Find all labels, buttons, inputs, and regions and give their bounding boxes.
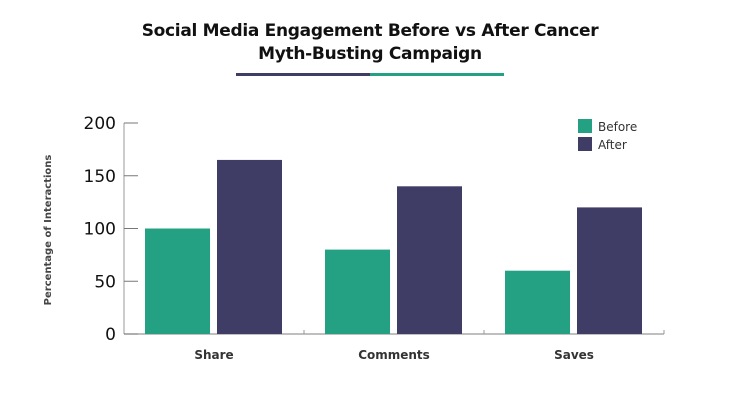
bar-after-comments	[397, 186, 462, 334]
title-underline-left	[236, 73, 370, 76]
y-tick-label: 0	[105, 325, 116, 345]
legend-label-before: Before	[598, 120, 637, 134]
legend-label-after: After	[598, 138, 627, 152]
bar-before-comments	[325, 249, 390, 334]
chart-title-line1: Social Media Engagement Before vs After …	[141, 21, 599, 41]
legend-swatch-after	[578, 137, 592, 151]
y-tick-label: 100	[84, 220, 116, 240]
x-ticks: Share Comments Saves	[194, 330, 665, 362]
bars	[145, 159, 642, 334]
bar-before-share	[145, 228, 210, 334]
y-axis-label: Percentage of Interactions	[43, 155, 54, 306]
x-tick-label: Share	[194, 348, 233, 362]
y-tick-label: 50	[94, 272, 116, 292]
legend: Before After	[578, 119, 637, 152]
y-tick-label: 200	[84, 114, 116, 134]
x-tick-label: Saves	[554, 348, 594, 362]
bar-after-share	[217, 159, 282, 334]
chart-title-line2: Myth-Busting Campaign	[258, 44, 482, 64]
y-tick-label: 150	[84, 167, 116, 187]
title-underline-right	[370, 73, 504, 76]
bar-after-saves	[577, 207, 642, 334]
chart-title: Social Media Engagement Before vs After …	[0, 20, 740, 66]
bar-before-saves	[505, 270, 570, 334]
x-tick-label: Comments	[358, 348, 430, 362]
y-ticks: 0 50 100 150 200	[84, 114, 138, 345]
legend-swatch-before	[578, 119, 592, 133]
